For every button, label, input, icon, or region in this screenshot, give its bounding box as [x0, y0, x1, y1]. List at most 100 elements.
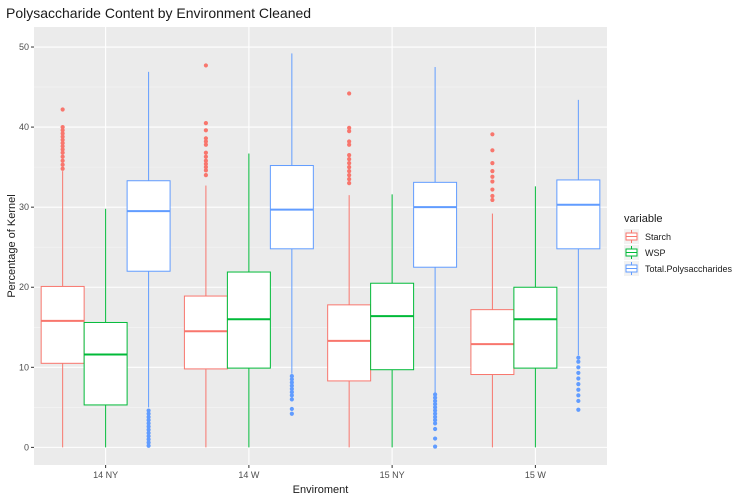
outlier-point — [203, 165, 208, 170]
outlier-point — [433, 426, 438, 432]
outlier-point — [289, 383, 294, 388]
outlier-point — [60, 144, 65, 149]
outlier-point — [576, 382, 581, 387]
outlier-point — [60, 128, 65, 133]
outlier-point — [576, 376, 581, 381]
outlier-point — [576, 365, 581, 370]
outlier-point — [490, 187, 495, 192]
legend-label: Total.Polysaccharides — [645, 264, 733, 274]
outlier-point — [203, 120, 208, 126]
box-series-group — [40, 53, 601, 449]
outlier-point — [146, 427, 151, 432]
outlier-point — [347, 128, 352, 134]
outlier-point — [289, 393, 294, 398]
outlier-point — [146, 421, 151, 426]
outlier-point — [203, 158, 208, 163]
outlier-point — [60, 166, 65, 171]
outlier-point — [146, 424, 151, 429]
outlier-point — [60, 162, 65, 167]
outlier-point — [576, 370, 581, 376]
outlier-point — [490, 148, 495, 153]
outlier-point — [289, 380, 294, 385]
y-axis-title: Percentage of Kernel — [6, 194, 18, 297]
x-tick-label: 14 NY — [93, 470, 118, 480]
outlier-point — [289, 390, 294, 395]
box — [269, 165, 314, 250]
y-tick-label: 0 — [24, 442, 29, 452]
outlier-point — [60, 154, 65, 159]
legend-item: WSP — [624, 245, 666, 260]
outlier-point — [576, 387, 581, 392]
outlier-point — [576, 359, 581, 364]
outlier-point — [347, 142, 352, 147]
outlier-point — [347, 169, 352, 174]
y-tick-label: 30 — [19, 202, 29, 212]
outlier-point — [347, 153, 352, 158]
box — [183, 295, 228, 370]
x-axis-title: Enviroment — [293, 484, 349, 496]
outlier-point — [289, 374, 294, 379]
outlier-point — [203, 154, 208, 159]
box — [126, 180, 171, 272]
outlier-point — [433, 418, 438, 423]
y-axis: 0 10 20 30 40 50 — [19, 42, 34, 452]
outlier-point — [60, 137, 65, 143]
outlier-point — [146, 408, 151, 413]
box — [370, 282, 415, 371]
outlier-point — [203, 128, 208, 133]
outlier-point — [60, 131, 65, 136]
box — [413, 181, 458, 268]
legend: variable Starch WSP Total.Polysaccharides — [624, 213, 733, 276]
outlier-point — [146, 414, 151, 420]
outlier-point — [433, 398, 438, 404]
outlier-point — [203, 173, 208, 178]
outlier-point — [433, 392, 438, 397]
box — [470, 309, 515, 376]
outlier-point — [433, 405, 438, 410]
outlier-point — [289, 386, 294, 392]
outlier-point — [490, 197, 495, 203]
outlier-point — [433, 421, 438, 426]
box — [40, 285, 85, 364]
outlier-point — [146, 437, 151, 442]
outlier-point — [490, 132, 495, 137]
outlier-point — [347, 177, 352, 182]
outlier-point — [433, 411, 438, 416]
outlier-point — [490, 179, 495, 184]
outlier-point — [60, 134, 65, 139]
outlier-point — [146, 440, 151, 445]
outlier-point — [146, 443, 151, 448]
outlier-point — [60, 147, 65, 152]
outlier-point — [490, 161, 495, 166]
series-wsp — [83, 153, 558, 448]
legend-label: Starch — [645, 232, 671, 242]
outlier-point — [347, 125, 352, 130]
outlier-point — [433, 395, 438, 400]
outlier-point — [347, 161, 352, 166]
outlier-point — [433, 402, 438, 407]
box — [83, 321, 128, 406]
x-tick-label: 15 NY — [380, 470, 405, 480]
outlier-point — [289, 377, 294, 382]
outlier-point — [433, 408, 438, 413]
outlier-point — [490, 193, 495, 199]
outlier-point — [433, 436, 438, 441]
legend-item: Starch — [624, 229, 671, 244]
outlier-point — [146, 430, 151, 436]
outlier-point — [347, 157, 352, 162]
outlier-point — [203, 136, 208, 141]
box — [327, 304, 372, 382]
outlier-point — [60, 107, 65, 112]
outlier-point — [576, 398, 581, 404]
outlier-point — [576, 355, 581, 360]
outlier-point — [146, 411, 151, 416]
outlier-point — [576, 393, 581, 398]
y-tick-label: 10 — [19, 362, 29, 372]
y-tick-label: 50 — [19, 42, 29, 52]
outlier-point — [60, 141, 65, 146]
outlier-point — [60, 124, 65, 130]
outlier-point — [203, 63, 208, 68]
outlier-point — [60, 150, 65, 155]
outlier-point — [60, 158, 65, 163]
